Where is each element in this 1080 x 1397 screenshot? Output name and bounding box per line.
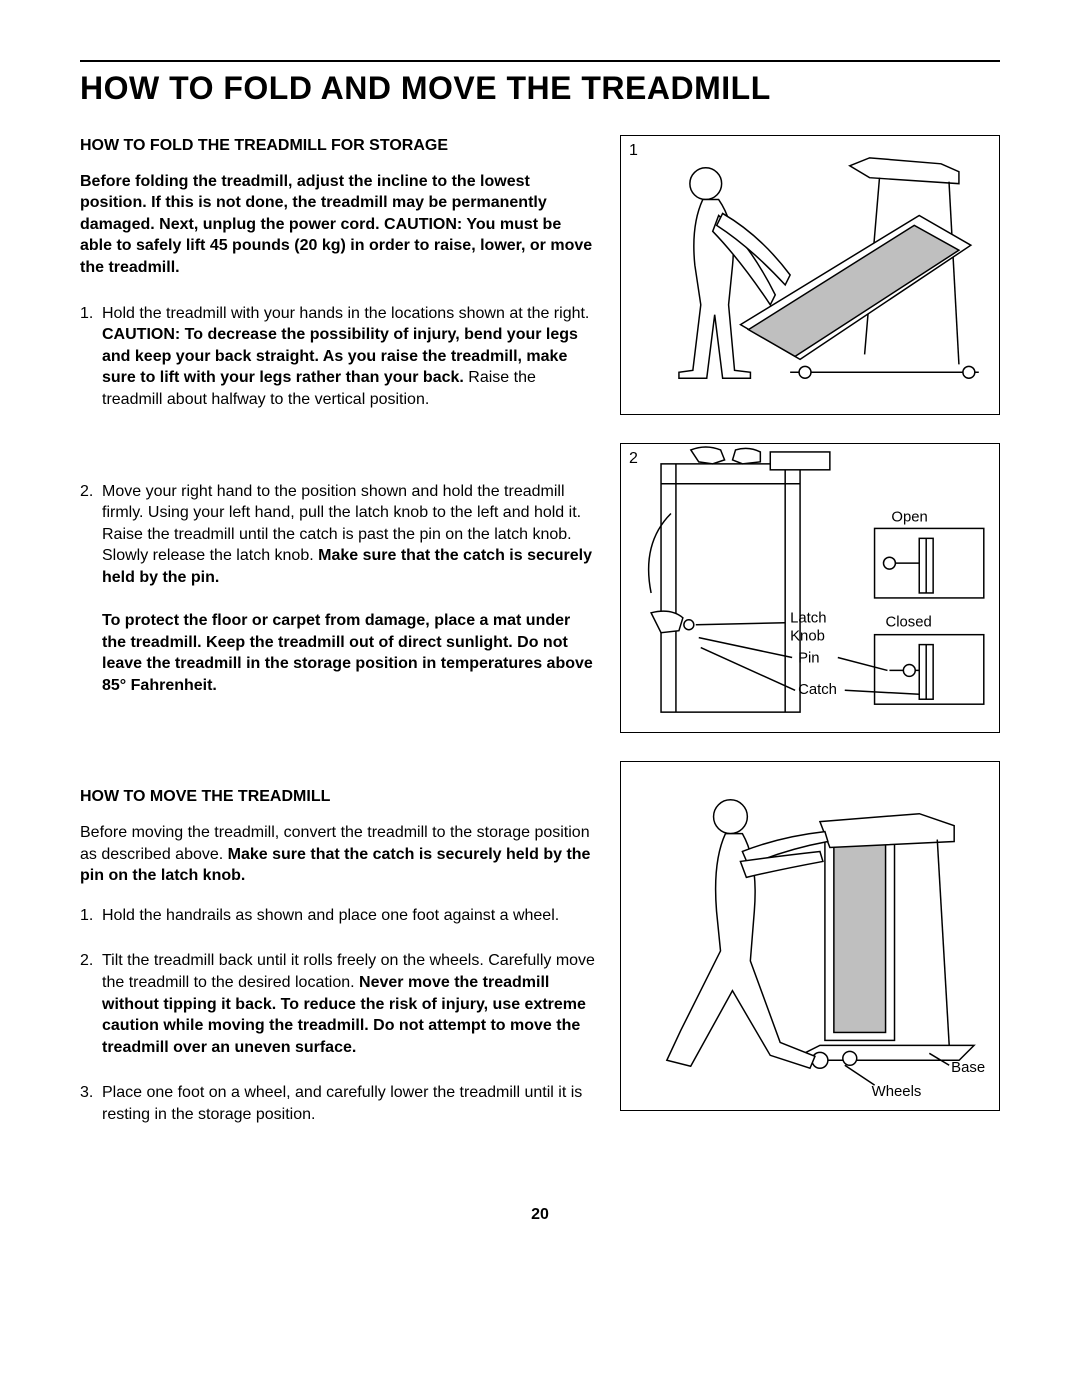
step-number: 3.	[80, 1082, 102, 1125]
figure-3: Base Wheels	[620, 761, 1000, 1111]
step-number: 1.	[80, 303, 102, 411]
label-closed: Closed	[885, 615, 931, 631]
move-heading: HOW TO MOVE THE TREADMILL	[80, 786, 596, 808]
move-step-3: 3. Place one foot on a wheel, and carefu…	[80, 1082, 596, 1125]
figure-2-number: 2	[629, 450, 638, 468]
fold-steps-2: 2. Move your right hand to the position …	[80, 481, 596, 697]
fold-step-1: 1. Hold the treadmill with your hands in…	[80, 303, 596, 411]
label-latch-2: Knob	[790, 629, 825, 645]
content-columns: HOW TO FOLD THE TREADMILL FOR STORAGE Be…	[80, 135, 1000, 1156]
step-body: Hold the treadmill with your hands in th…	[102, 303, 596, 411]
step-body: Hold the handrails as shown and place on…	[102, 905, 596, 927]
page-number: 20	[80, 1206, 1000, 1224]
fold-steps: 1. Hold the treadmill with your hands in…	[80, 303, 596, 411]
step-number: 2.	[80, 950, 102, 1058]
label-catch: Catch	[798, 682, 837, 698]
spacer	[80, 441, 596, 481]
label-base: Base	[951, 1060, 985, 1076]
spacer	[80, 726, 596, 786]
fold-intro: Before folding the treadmill, adjust the…	[80, 171, 596, 279]
top-rule	[80, 60, 1000, 62]
step-body: Tilt the treadmill back until it rolls f…	[102, 950, 596, 1058]
label-pin: Pin	[798, 650, 820, 666]
step-body: Place one foot on a wheel, and carefully…	[102, 1082, 596, 1125]
figure-1-number: 1	[629, 142, 638, 160]
figure-1: 1	[620, 135, 1000, 415]
figure-1-illustration	[621, 136, 999, 414]
label-open: Open	[891, 509, 927, 525]
label-wheels: Wheels	[872, 1084, 922, 1100]
right-column: 1	[620, 135, 1000, 1156]
page-title: HOW TO FOLD AND MOVE THE TREADMILL	[80, 70, 1000, 107]
figure-2-illustration: Open Closed Latch Knob Pin Catch	[621, 444, 999, 732]
move-step-2: 2. Tilt the treadmill back until it roll…	[80, 950, 596, 1058]
figure-2: 2	[620, 443, 1000, 733]
move-steps: 1. Hold the handrails as shown and place…	[80, 905, 596, 1126]
fold-heading: HOW TO FOLD THE TREADMILL FOR STORAGE	[80, 135, 596, 157]
fold-step-2: 2. Move your right hand to the position …	[80, 481, 596, 697]
step-number: 1.	[80, 905, 102, 927]
step2-para2: To protect the floor or carpet from dama…	[102, 612, 593, 694]
label-latch-1: Latch	[790, 611, 826, 627]
move-intro: Before moving the treadmill, convert the…	[80, 822, 596, 887]
figure-3-illustration: Base Wheels	[621, 762, 999, 1110]
step-number: 2.	[80, 481, 102, 697]
step1-lead: Hold the treadmill with your hands in th…	[102, 305, 589, 322]
move-step-1: 1. Hold the handrails as shown and place…	[80, 905, 596, 927]
left-column: HOW TO FOLD THE TREADMILL FOR STORAGE Be…	[80, 135, 596, 1156]
step-body: Move your right hand to the position sho…	[102, 481, 596, 697]
